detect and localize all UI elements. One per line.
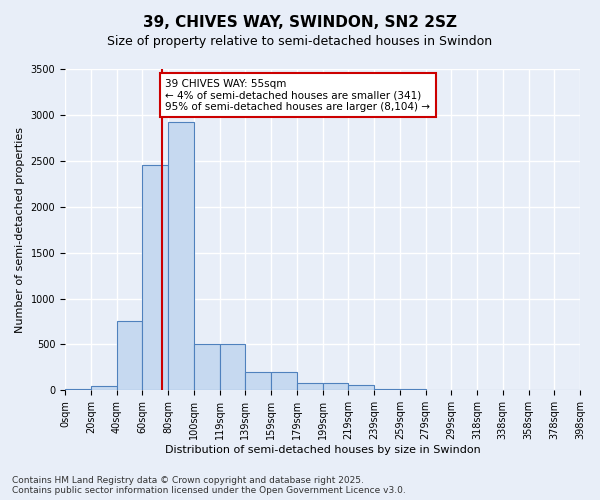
Bar	[271, 372, 297, 390]
Bar	[323, 382, 348, 390]
Bar	[220, 344, 245, 390]
Bar	[116, 320, 142, 390]
Y-axis label: Number of semi-detached properties: Number of semi-detached properties	[15, 126, 25, 332]
X-axis label: Distribution of semi-detached houses by size in Swindon: Distribution of semi-detached houses by …	[164, 445, 481, 455]
Bar	[245, 372, 271, 390]
Text: 39, CHIVES WAY, SWINDON, SN2 2SZ: 39, CHIVES WAY, SWINDON, SN2 2SZ	[143, 15, 457, 30]
Bar	[297, 382, 323, 390]
Text: Contains HM Land Registry data © Crown copyright and database right 2025.
Contai: Contains HM Land Registry data © Crown c…	[12, 476, 406, 495]
Bar	[374, 389, 400, 390]
Bar	[400, 389, 425, 390]
Bar	[91, 386, 116, 390]
Bar	[194, 344, 220, 390]
Bar	[142, 166, 168, 390]
Text: Size of property relative to semi-detached houses in Swindon: Size of property relative to semi-detach…	[107, 35, 493, 48]
Bar	[348, 385, 374, 390]
Bar	[168, 122, 194, 390]
Text: 39 CHIVES WAY: 55sqm
← 4% of semi-detached houses are smaller (341)
95% of semi-: 39 CHIVES WAY: 55sqm ← 4% of semi-detach…	[166, 78, 430, 112]
